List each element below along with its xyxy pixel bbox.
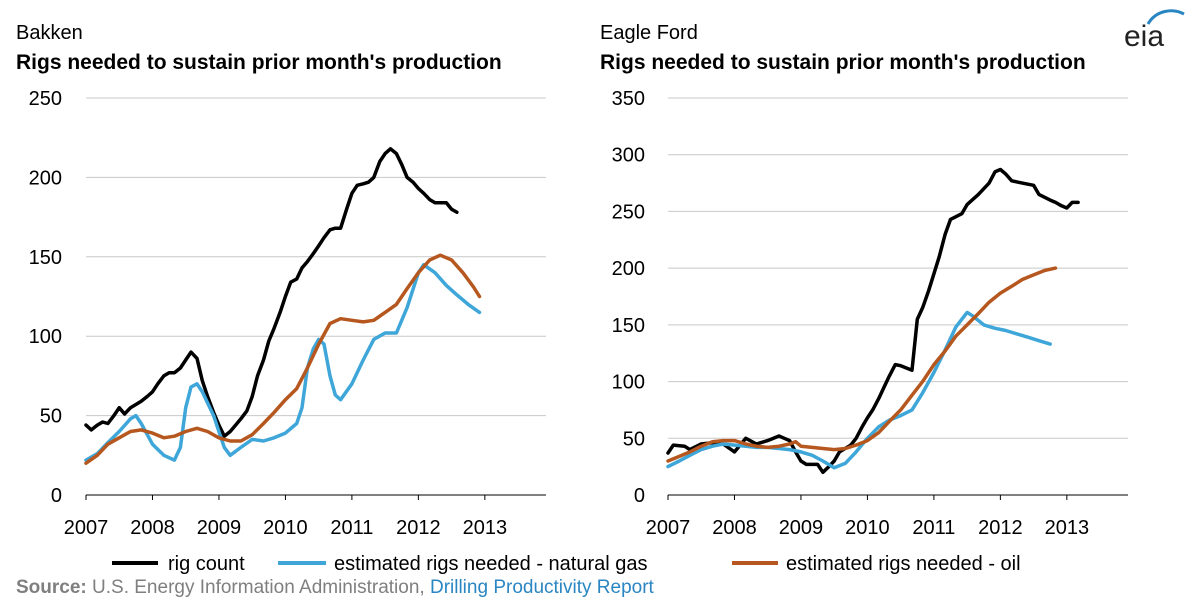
eagle-ford-panel: Eagle Ford Rigs needed to sustain prior … — [600, 22, 1128, 539]
eagle-ford-series-natural-gas — [666, 310, 1052, 470]
source-note: Source: U.S. Energy Information Administ… — [16, 577, 654, 599]
eagle-ford-plot-area: 0 50 100 150 200 250 300 350 2007 2008 2009 2010 201… — [612, 88, 1128, 539]
bakken-y-tick-label: 0 — [51, 485, 62, 507]
bakken-series-oil — [84, 253, 482, 465]
bakken-x-tick-label: 2010 — [263, 517, 308, 539]
bakken-plot-area: 0 50 100 150 200 250 2007 2008 2009 2010 2011 2012 2… — [29, 88, 546, 539]
bakken-x-tick-label: 2007 — [64, 517, 109, 539]
eagle-ford-series-oil — [666, 266, 1058, 463]
eagle-ford-x-tick-label: 2010 — [845, 517, 890, 539]
legend-label-natural-gas: estimated rigs needed - natural gas — [334, 553, 648, 575]
eagle-ford-y-tick-label: 150 — [612, 315, 645, 337]
eagle-ford-y-tick-label: 250 — [612, 201, 645, 223]
eagle-ford-x-tick-label: 2013 — [1045, 517, 1090, 539]
bakken-y-tick-label: 250 — [29, 88, 62, 110]
bakken-y-tick-label: 50 — [40, 406, 62, 428]
eagle-ford-y-tick-label: 300 — [612, 145, 645, 167]
eia-logo: eia — [1118, 6, 1188, 53]
source-text: U.S. Energy Information Administration, — [92, 577, 425, 598]
bakken-x-tick-label: 2011 — [330, 517, 373, 539]
bakken-y-tick-label: 100 — [29, 326, 62, 348]
legend-label-rig-count: rig count — [168, 553, 245, 575]
eagle-ford-x-tick-label: 2008 — [712, 517, 757, 539]
eagle-ford-y-tick-label: 50 — [623, 428, 645, 450]
eagle-ford-x-tick-label: 2007 — [646, 517, 691, 539]
eagle-ford-y-tick-label: 350 — [612, 88, 645, 110]
bakken-x-tick-label: 2008 — [130, 517, 175, 539]
eagle-ford-x-tick-label: 2011 — [912, 517, 955, 539]
bakken-panel: Bakken Rigs needed to sustain prior mont… — [16, 22, 546, 539]
bakken-x-tick-label: 2013 — [463, 517, 508, 539]
legend-label-oil: estimated rigs needed - oil — [786, 553, 1021, 575]
bakken-chart-title: Rigs needed to sustain prior month's pro… — [16, 51, 502, 74]
logo-text: eia — [1124, 20, 1164, 52]
logo-arc — [1146, 9, 1185, 25]
bakken-series-rig-count — [84, 147, 459, 438]
bakken-x-tick-label: 2009 — [197, 517, 242, 539]
eagle-ford-chart-title: Rigs needed to sustain prior month's pro… — [600, 51, 1086, 74]
eagle-ford-series-rig-count — [666, 167, 1080, 475]
legend: rig count estimated rigs needed - natura… — [112, 553, 1021, 575]
bakken-region-label: Bakken — [16, 22, 83, 44]
bakken-y-tick-label: 200 — [29, 167, 62, 189]
eagle-ford-y-tick-label: 100 — [612, 372, 645, 394]
bakken-x-tick-label: 2012 — [396, 517, 441, 539]
source-label: Source: — [16, 577, 87, 598]
eagle-ford-y-tick-label: 0 — [634, 485, 645, 507]
eagle-ford-region-label: Eagle Ford — [600, 22, 698, 44]
eagle-ford-y-tick-label: 200 — [612, 258, 645, 280]
bakken-y-tick-label: 150 — [29, 247, 62, 269]
source-link[interactable]: Drilling Productivity Report — [429, 577, 654, 598]
eagle-ford-x-tick-label: 2009 — [779, 517, 824, 539]
eagle-ford-x-tick-label: 2012 — [978, 517, 1023, 539]
bakken-series-natural-gas — [84, 262, 482, 462]
